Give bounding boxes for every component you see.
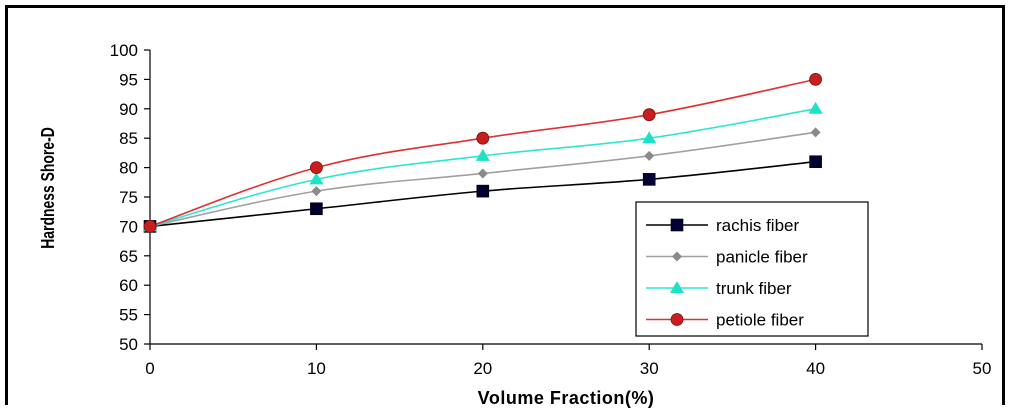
data-point-panicle-fiber (644, 150, 655, 161)
data-point-trunk-fiber (475, 148, 490, 161)
x-tick-label: 20 (473, 359, 492, 378)
data-point-panicle-fiber (311, 186, 322, 197)
legend-marker (672, 251, 682, 262)
x-axis-title: Volume Fraction(%) (478, 388, 655, 408)
data-point-petiole-fiber (809, 73, 822, 86)
data-point-rachis-fiber (809, 155, 822, 169)
y-tick-label: 65 (119, 247, 138, 266)
data-point-petiole-fiber (476, 131, 490, 145)
chart-frame: 50 55 60 65 70 75 80 85 90 95 100 0 10 20 30 40 50 Hard… (5, 5, 1005, 408)
x-tick-label: 50 (973, 359, 992, 378)
data-point-petiole-fiber (642, 108, 656, 122)
data-point-rachis-fiber (642, 173, 656, 186)
y-tick-label: 95 (119, 70, 138, 89)
data-point-petiole-fiber (143, 219, 157, 233)
x-tick-label: 0 (145, 359, 154, 378)
y-tick-label: 90 (119, 100, 138, 119)
data-point-panicle-fiber (810, 127, 821, 138)
line-chart: 50 55 60 65 70 75 80 85 90 95 100 0 10 20 30 40 50 Hard… (38, 41, 991, 408)
y-tick-label: 80 (119, 159, 138, 178)
y-tick-label: 70 (119, 217, 138, 236)
legend-label: trunk fiber (716, 279, 792, 298)
data-point-trunk-fiber (309, 172, 324, 185)
y-tick-label: 85 (119, 129, 138, 148)
legend-label: petiole fiber (716, 311, 804, 330)
data-point-panicle-fiber (477, 168, 488, 179)
data-point-petiole-fiber (309, 161, 323, 175)
data-point-trunk-fiber (642, 131, 657, 144)
x-tick-label: 30 (640, 359, 659, 378)
y-ticks: 50 55 60 65 70 75 80 85 90 95 100 (110, 41, 150, 354)
legend-label: rachis fiber (716, 216, 799, 235)
y-tick-label: 100 (110, 41, 138, 60)
data-point-rachis-fiber (310, 202, 323, 216)
x-tick-label: 10 (307, 359, 326, 378)
legend-label: panicle fiber (716, 248, 808, 267)
legend-marker (670, 218, 684, 232)
legend: rachis fiber panicle fiber trunk fiber peti… (635, 201, 869, 337)
x-tick-label: 40 (806, 359, 825, 378)
y-tick-label: 60 (119, 276, 138, 295)
y-tick-label: 55 (119, 306, 138, 325)
legend-marker (670, 281, 684, 293)
y-tick-label: 75 (119, 188, 138, 207)
x-ticks: 0 10 20 30 40 50 (145, 344, 991, 378)
y-axis-title: Hardness Shore-D (38, 127, 58, 249)
series-markers (143, 73, 823, 233)
data-point-rachis-fiber (476, 184, 490, 198)
y-tick-label: 50 (119, 335, 138, 354)
data-point-trunk-fiber (808, 101, 823, 114)
legend-marker (670, 313, 684, 326)
